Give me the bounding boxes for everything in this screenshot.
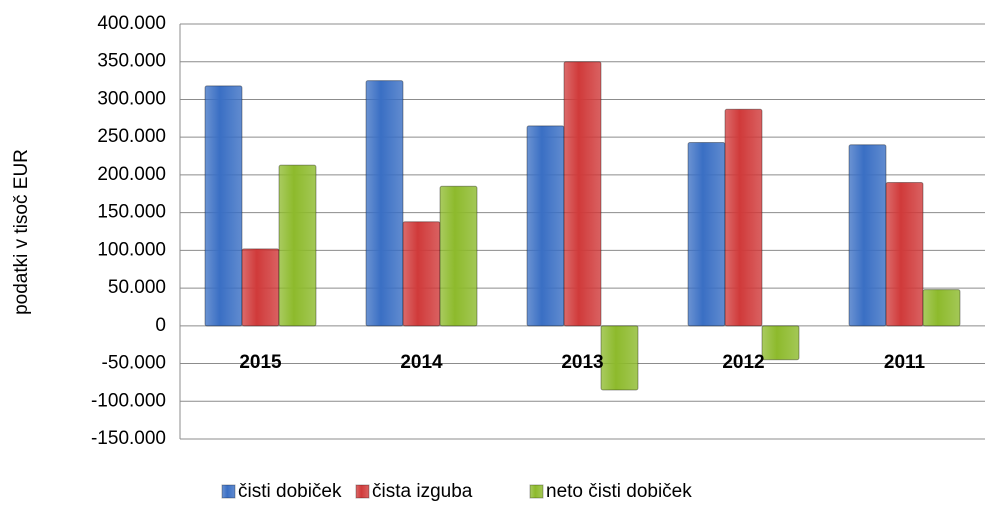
bar <box>922 289 961 327</box>
y-axis-label: podatki v tisoč EUR <box>11 149 32 315</box>
y-tick-label: 350.000 <box>97 51 166 72</box>
y-tick-label: 250.000 <box>97 126 166 147</box>
bar <box>204 85 243 327</box>
y-tick-label: 50.000 <box>108 277 166 298</box>
bar <box>563 61 602 327</box>
x-tick-label: 2014 <box>400 352 443 373</box>
y-tick-label: 0 <box>155 315 166 336</box>
bar <box>724 108 763 327</box>
y-tick-label: 150.000 <box>97 202 166 223</box>
bar <box>848 144 887 327</box>
x-tick-label: 2011 <box>884 352 926 373</box>
legend-label: neto čisti dobiček <box>546 481 692 502</box>
y-tick-label: -50.000 <box>102 353 166 374</box>
bar <box>278 164 317 327</box>
legend-label: čisti dobiček <box>238 481 342 502</box>
y-tick-label: -150.000 <box>91 428 166 449</box>
bar <box>600 325 639 391</box>
bar <box>241 248 280 327</box>
bar <box>761 325 800 361</box>
y-tick-label: 400.000 <box>97 13 166 34</box>
x-tick-label: 2012 <box>722 352 764 373</box>
y-tick-label: -100.000 <box>91 390 166 411</box>
bar <box>526 125 565 327</box>
y-tick-label: 300.000 <box>97 88 166 109</box>
y-tick-label: 100.000 <box>97 239 166 260</box>
legend-label: čista izguba <box>372 481 473 502</box>
legend-swatch <box>529 484 544 499</box>
bar <box>687 141 726 327</box>
bar <box>365 80 404 327</box>
bar <box>402 221 441 327</box>
y-tick-label: 200.000 <box>97 164 166 185</box>
bar <box>885 181 924 327</box>
bar <box>439 185 478 327</box>
x-tick-label: 2013 <box>561 352 603 373</box>
x-tick-label: 2015 <box>239 352 282 373</box>
legend-swatch <box>221 484 236 499</box>
legend-swatch <box>355 484 370 499</box>
